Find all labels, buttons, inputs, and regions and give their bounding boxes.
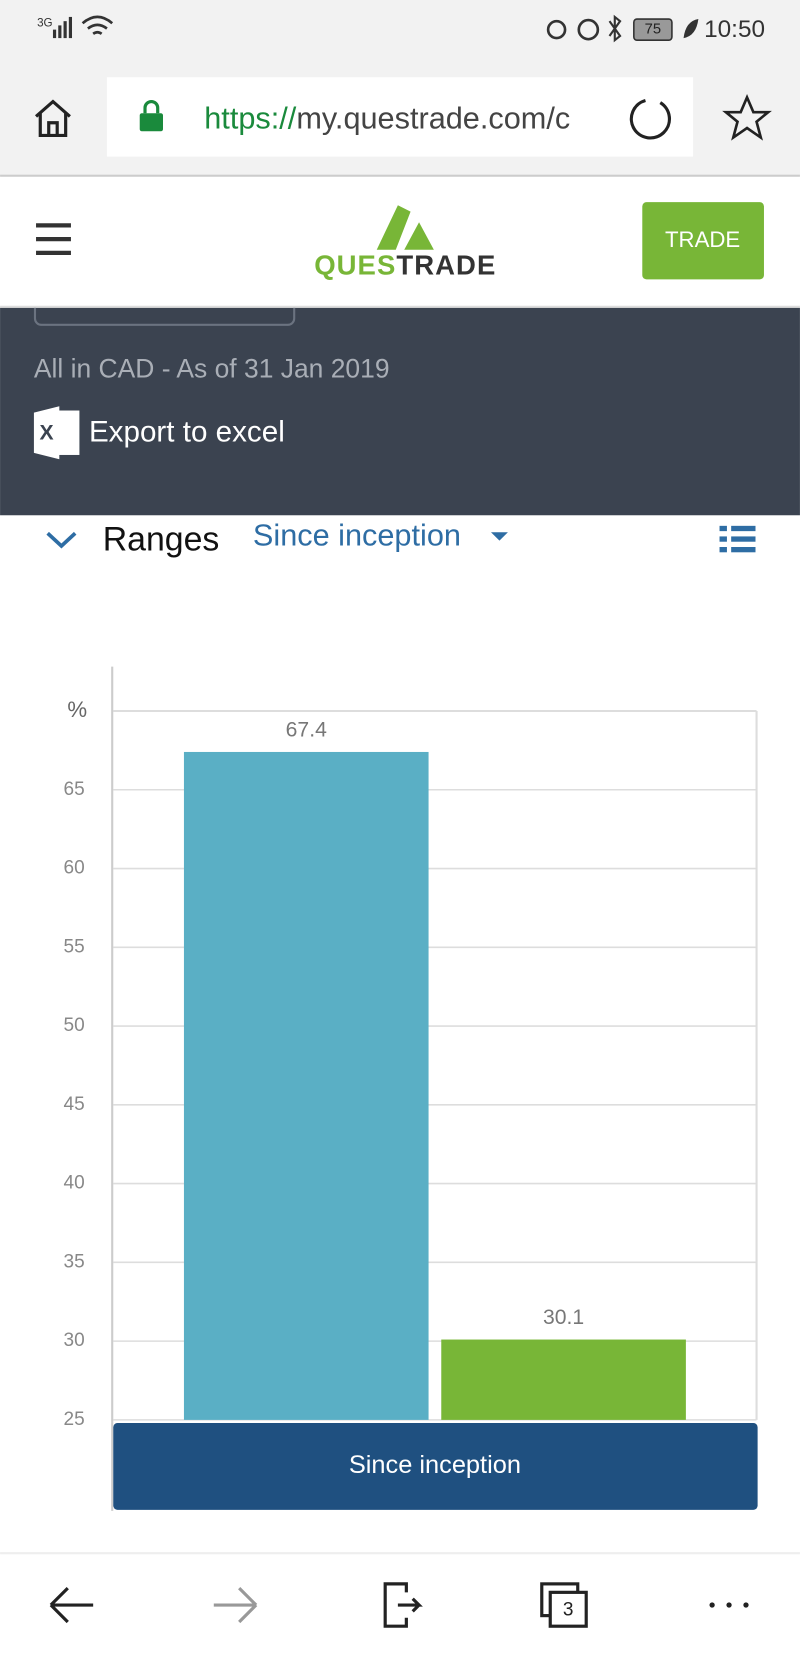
bar — [183, 751, 429, 1420]
dropdown-edge — [33, 307, 296, 326]
summary-panel — [0, 307, 800, 516]
excel-icon[interactable] — [33, 406, 60, 460]
y-axis-label: % — [67, 697, 87, 722]
category-button[interactable] — [113, 1423, 758, 1510]
y-tick-label: 45 — [64, 1094, 85, 1115]
url: https://my.questrade.com/c — [204, 101, 570, 136]
battery-level: 75 — [645, 22, 661, 38]
range-select[interactable]: Since inception — [253, 518, 461, 553]
network: 3G — [37, 16, 53, 29]
data-label: 30.1 — [543, 1306, 584, 1329]
logo: QUESTRADE — [314, 250, 496, 281]
url-field[interactable] — [106, 77, 694, 157]
x-tick-label: Since inception — [349, 1451, 521, 1479]
logo-left: QUES — [314, 250, 396, 281]
bluetooth-icon — [608, 14, 622, 43]
eye-icon — [546, 19, 567, 40]
url-rest: my.questrade.com/c — [296, 101, 570, 136]
signal-icon — [52, 16, 73, 39]
trade-button[interactable] — [642, 202, 764, 280]
clock: 10:50 — [704, 16, 765, 43]
wifi-icon — [81, 15, 114, 35]
list-view-button[interactable] — [719, 525, 756, 553]
y-tick-label: 30 — [64, 1330, 85, 1351]
y-tick-label: 40 — [64, 1173, 85, 1194]
logo-right: TRADE — [396, 250, 496, 281]
ranges-label: Ranges — [103, 521, 220, 559]
lock-icon — [139, 113, 163, 132]
leaf-icon — [683, 19, 699, 39]
y-tick-label: 25 — [64, 1409, 85, 1430]
bar — [441, 1339, 686, 1420]
more-button[interactable] — [709, 1602, 749, 1608]
bookmark-button[interactable] — [722, 93, 772, 141]
data-label: 67.4 — [286, 718, 327, 741]
logo-mark — [376, 205, 434, 250]
forward-button[interactable] — [213, 1586, 258, 1624]
alarm-icon — [577, 18, 600, 41]
as-of: All in CAD - As of 31 Jan 2019 — [34, 353, 390, 383]
home-button[interactable] — [34, 99, 71, 138]
tab-count: 3 — [563, 1599, 574, 1620]
reload-button[interactable] — [629, 98, 671, 140]
y-tick-label: 55 — [64, 936, 85, 957]
collapse-toggle[interactable] — [46, 531, 77, 549]
excel-x: X — [40, 421, 54, 444]
y-tick-label: 50 — [64, 1015, 85, 1036]
y-tick-label: 65 — [64, 779, 85, 800]
back-button[interactable] — [49, 1586, 94, 1624]
export-link[interactable]: Export to excel — [89, 416, 285, 449]
battery-icon — [633, 18, 673, 41]
menu-button[interactable] — [36, 223, 71, 255]
url-scheme: https:// — [204, 101, 297, 136]
chart: % 25 30 35 40 45 50 55 60 65 67.4 30.1 Since incept… — [64, 666, 758, 1511]
range-caret — [490, 532, 508, 541]
y-tick-label: 60 — [64, 858, 85, 879]
trade-label: TRADE — [665, 227, 740, 252]
y-tick-label: 35 — [64, 1251, 85, 1272]
tabs-button[interactable] — [548, 1590, 588, 1628]
share-button[interactable] — [383, 1582, 423, 1628]
lock-shackle — [143, 100, 160, 114]
